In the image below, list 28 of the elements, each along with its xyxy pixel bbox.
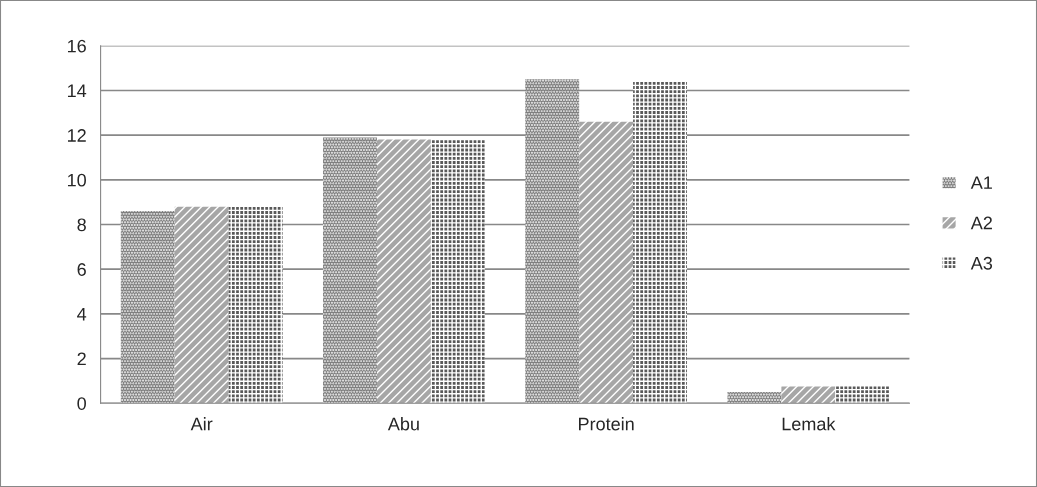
y-tick-label: 2 <box>77 352 86 366</box>
y-tick-label: 0 <box>77 397 86 410</box>
bar <box>430 139 485 404</box>
legend-label: A2 <box>970 216 992 230</box>
y-tick-label: 16 <box>68 39 86 53</box>
bar <box>633 81 688 404</box>
bar <box>579 121 634 404</box>
y-tick-label: 8 <box>77 218 86 232</box>
bar <box>781 386 836 404</box>
legend-label: A1 <box>970 176 992 189</box>
bar <box>228 206 283 404</box>
y-tick-label: 14 <box>68 84 87 97</box>
x-tick-label: Protein <box>579 417 634 431</box>
bar <box>323 137 377 404</box>
bar <box>835 386 890 404</box>
y-tick-label: 10 <box>68 173 86 187</box>
x-tick-label: Abu <box>387 417 419 431</box>
bar <box>727 392 782 404</box>
y-tick-label: 12 <box>68 129 86 142</box>
bar <box>376 139 431 404</box>
x-tick-label: Air <box>190 417 213 431</box>
bar <box>525 79 580 404</box>
y-tick-label: 4 <box>77 307 87 321</box>
y-tick-label: 6 <box>77 263 86 276</box>
bar <box>120 211 175 404</box>
bar <box>174 206 229 404</box>
x-tick-label: Lemak <box>782 417 836 431</box>
legend-label: A3 <box>970 256 993 270</box>
